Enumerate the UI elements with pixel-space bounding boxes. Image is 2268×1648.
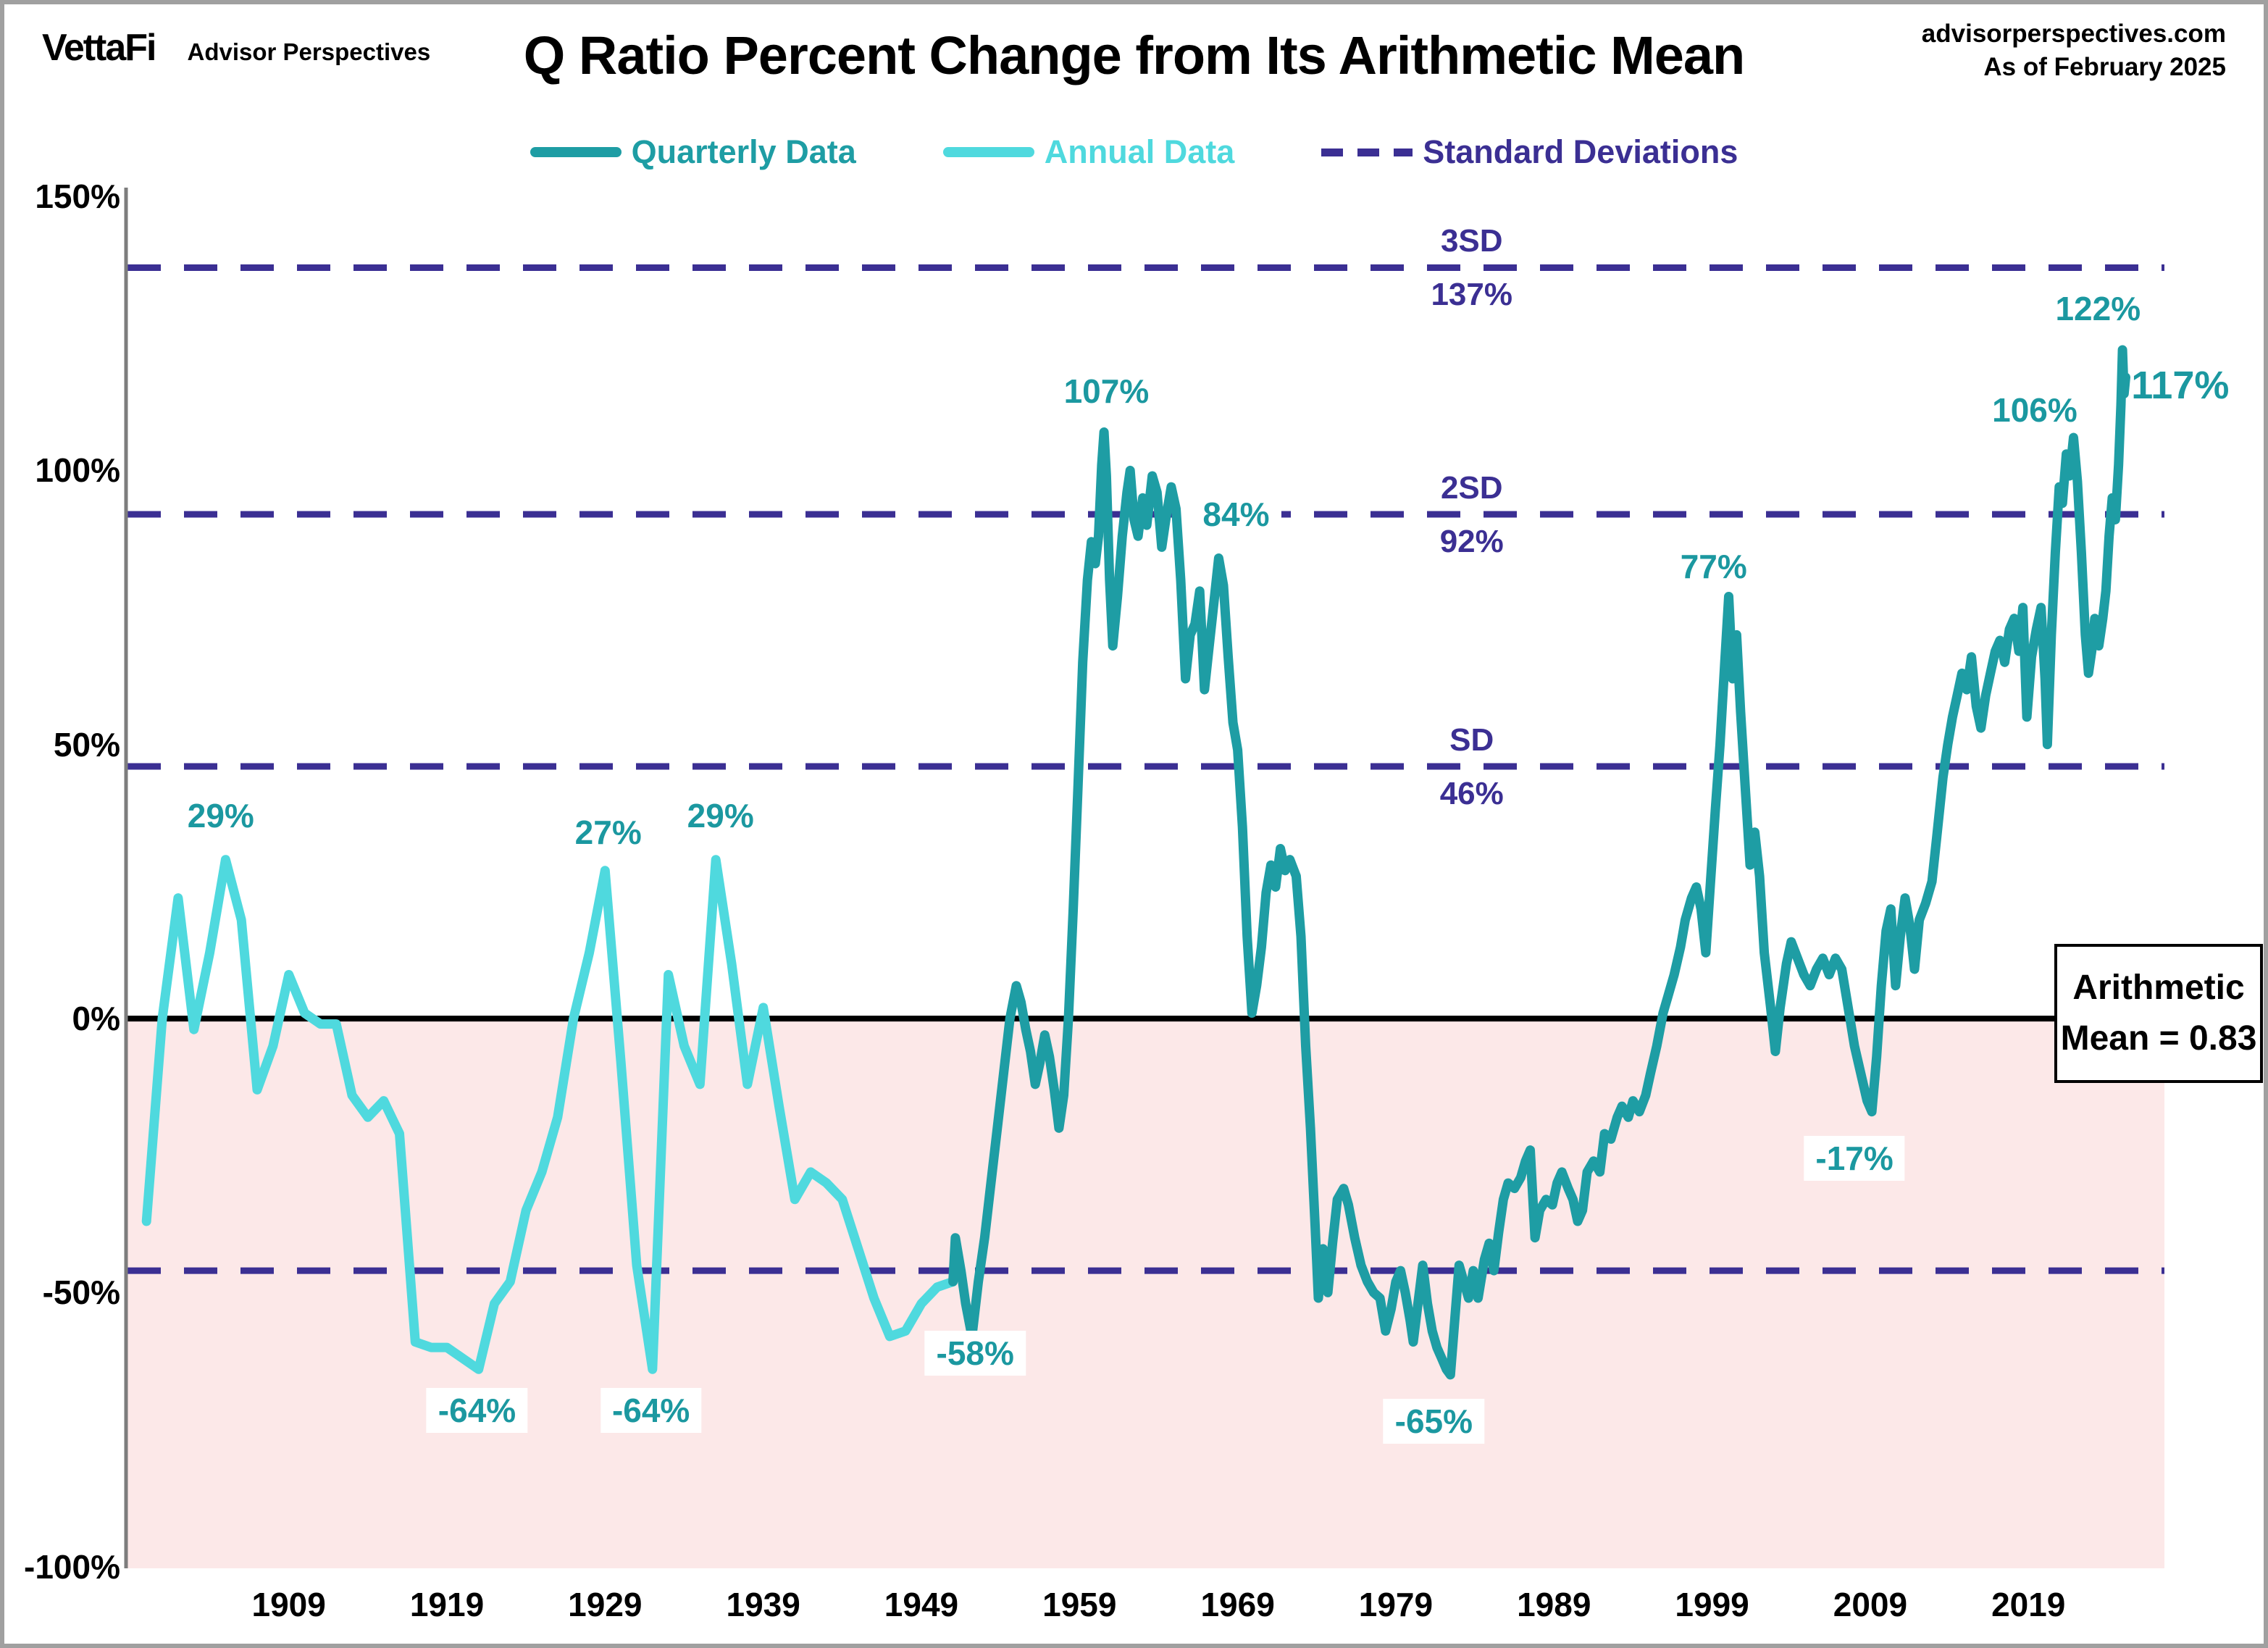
y-tick-label: 150%: [35, 177, 120, 216]
arithmetic-mean-box: Arithmetic Mean = 0.83: [2054, 944, 2263, 1083]
brand-subtitle: Advisor Perspectives: [187, 38, 431, 65]
annotation-label: 27%: [574, 813, 642, 851]
y-tick-label: 50%: [53, 725, 120, 764]
annotation-label: -17%: [1804, 1136, 1905, 1181]
sd-label-bottom: 46%: [1431, 775, 1512, 813]
x-tick-label: 1969: [1200, 1586, 1275, 1623]
x-tick-label: 1929: [568, 1586, 643, 1623]
sd-label-bottom: 92%: [1431, 522, 1512, 561]
annotation-label: 122%: [2055, 290, 2141, 328]
y-tick-label: 100%: [35, 451, 120, 490]
mean-box-line1: Arithmetic: [2072, 969, 2245, 1008]
annotation-label: 106%: [1992, 391, 2077, 430]
annotation-label: -64%: [426, 1388, 528, 1434]
legend-item-quarterly: Quarterly Data: [530, 133, 856, 171]
x-tick-label: 1959: [1042, 1586, 1117, 1623]
legend-label-annual: Annual Data: [1044, 133, 1235, 170]
x-tick-label: 1979: [1358, 1586, 1434, 1623]
as-of-date: As of February 2025: [1983, 53, 2226, 82]
annotation-label: 107%: [1063, 372, 1150, 410]
legend: Quarterly Data Annual Data Standard Devi…: [4, 133, 2264, 171]
x-tick-label: 1949: [884, 1586, 959, 1623]
brand-block: VettaFi Advisor Perspectives: [42, 26, 430, 70]
x-tick-label: 2009: [1833, 1586, 1908, 1623]
sd-line-swatch: [1321, 148, 1413, 156]
annotation-label: 29%: [187, 797, 254, 835]
annotation-label: -58%: [924, 1330, 1026, 1376]
sd-label-bottom: 137%: [1422, 276, 1522, 315]
legend-item-sd: Standard Deviations: [1321, 133, 1738, 171]
x-tick-label: 1999: [1675, 1586, 1749, 1623]
annotation-label: 29%: [687, 797, 754, 835]
quarterly-series-line: [948, 345, 2130, 1380]
y-tick-label: -50%: [42, 1273, 120, 1312]
annotation-label: 117%: [2131, 364, 2230, 408]
mean-box-line2: Mean = 0.83: [2060, 1019, 2257, 1058]
vettafi-logo: VettaFi: [42, 27, 156, 69]
q-ratio-chart: [124, 188, 2164, 1568]
quarterly-line-swatch: [530, 147, 622, 157]
sd-label-top: SD: [1441, 721, 1503, 760]
legend-label-sd: Standard Deviations: [1423, 133, 1738, 170]
page-title: Q Ratio Percent Change from Its Arithmet…: [523, 25, 1745, 85]
y-tick-label: 0%: [72, 1000, 120, 1038]
source-block: advisorperspectives.com As of February 2…: [1922, 17, 2226, 84]
annotation-label: 77%: [1680, 547, 1747, 585]
annual-series-line: [141, 855, 958, 1374]
x-tick-label: 1919: [409, 1586, 485, 1623]
x-tick-label: 2019: [1991, 1586, 2066, 1623]
annotation-label: 84%: [1191, 491, 1281, 537]
y-tick-label: -100%: [24, 1547, 120, 1586]
below-mean-fill: [127, 1019, 2164, 1568]
annual-line-swatch: [942, 147, 1034, 157]
annotation-label: -65%: [1383, 1399, 1485, 1444]
x-tick-label: 1989: [1517, 1586, 1591, 1623]
legend-label-quarterly: Quarterly Data: [631, 133, 856, 170]
sd-label-top: 3SD: [1431, 222, 1512, 262]
x-tick-label: 1909: [251, 1586, 326, 1623]
x-tick-label: 1939: [726, 1586, 800, 1623]
legend-item-annual: Annual Data: [942, 133, 1235, 171]
sd-label-top: 2SD: [1431, 469, 1512, 508]
source-url: advisorperspectives.com: [1921, 20, 2226, 48]
annotation-label: -64%: [600, 1388, 702, 1434]
